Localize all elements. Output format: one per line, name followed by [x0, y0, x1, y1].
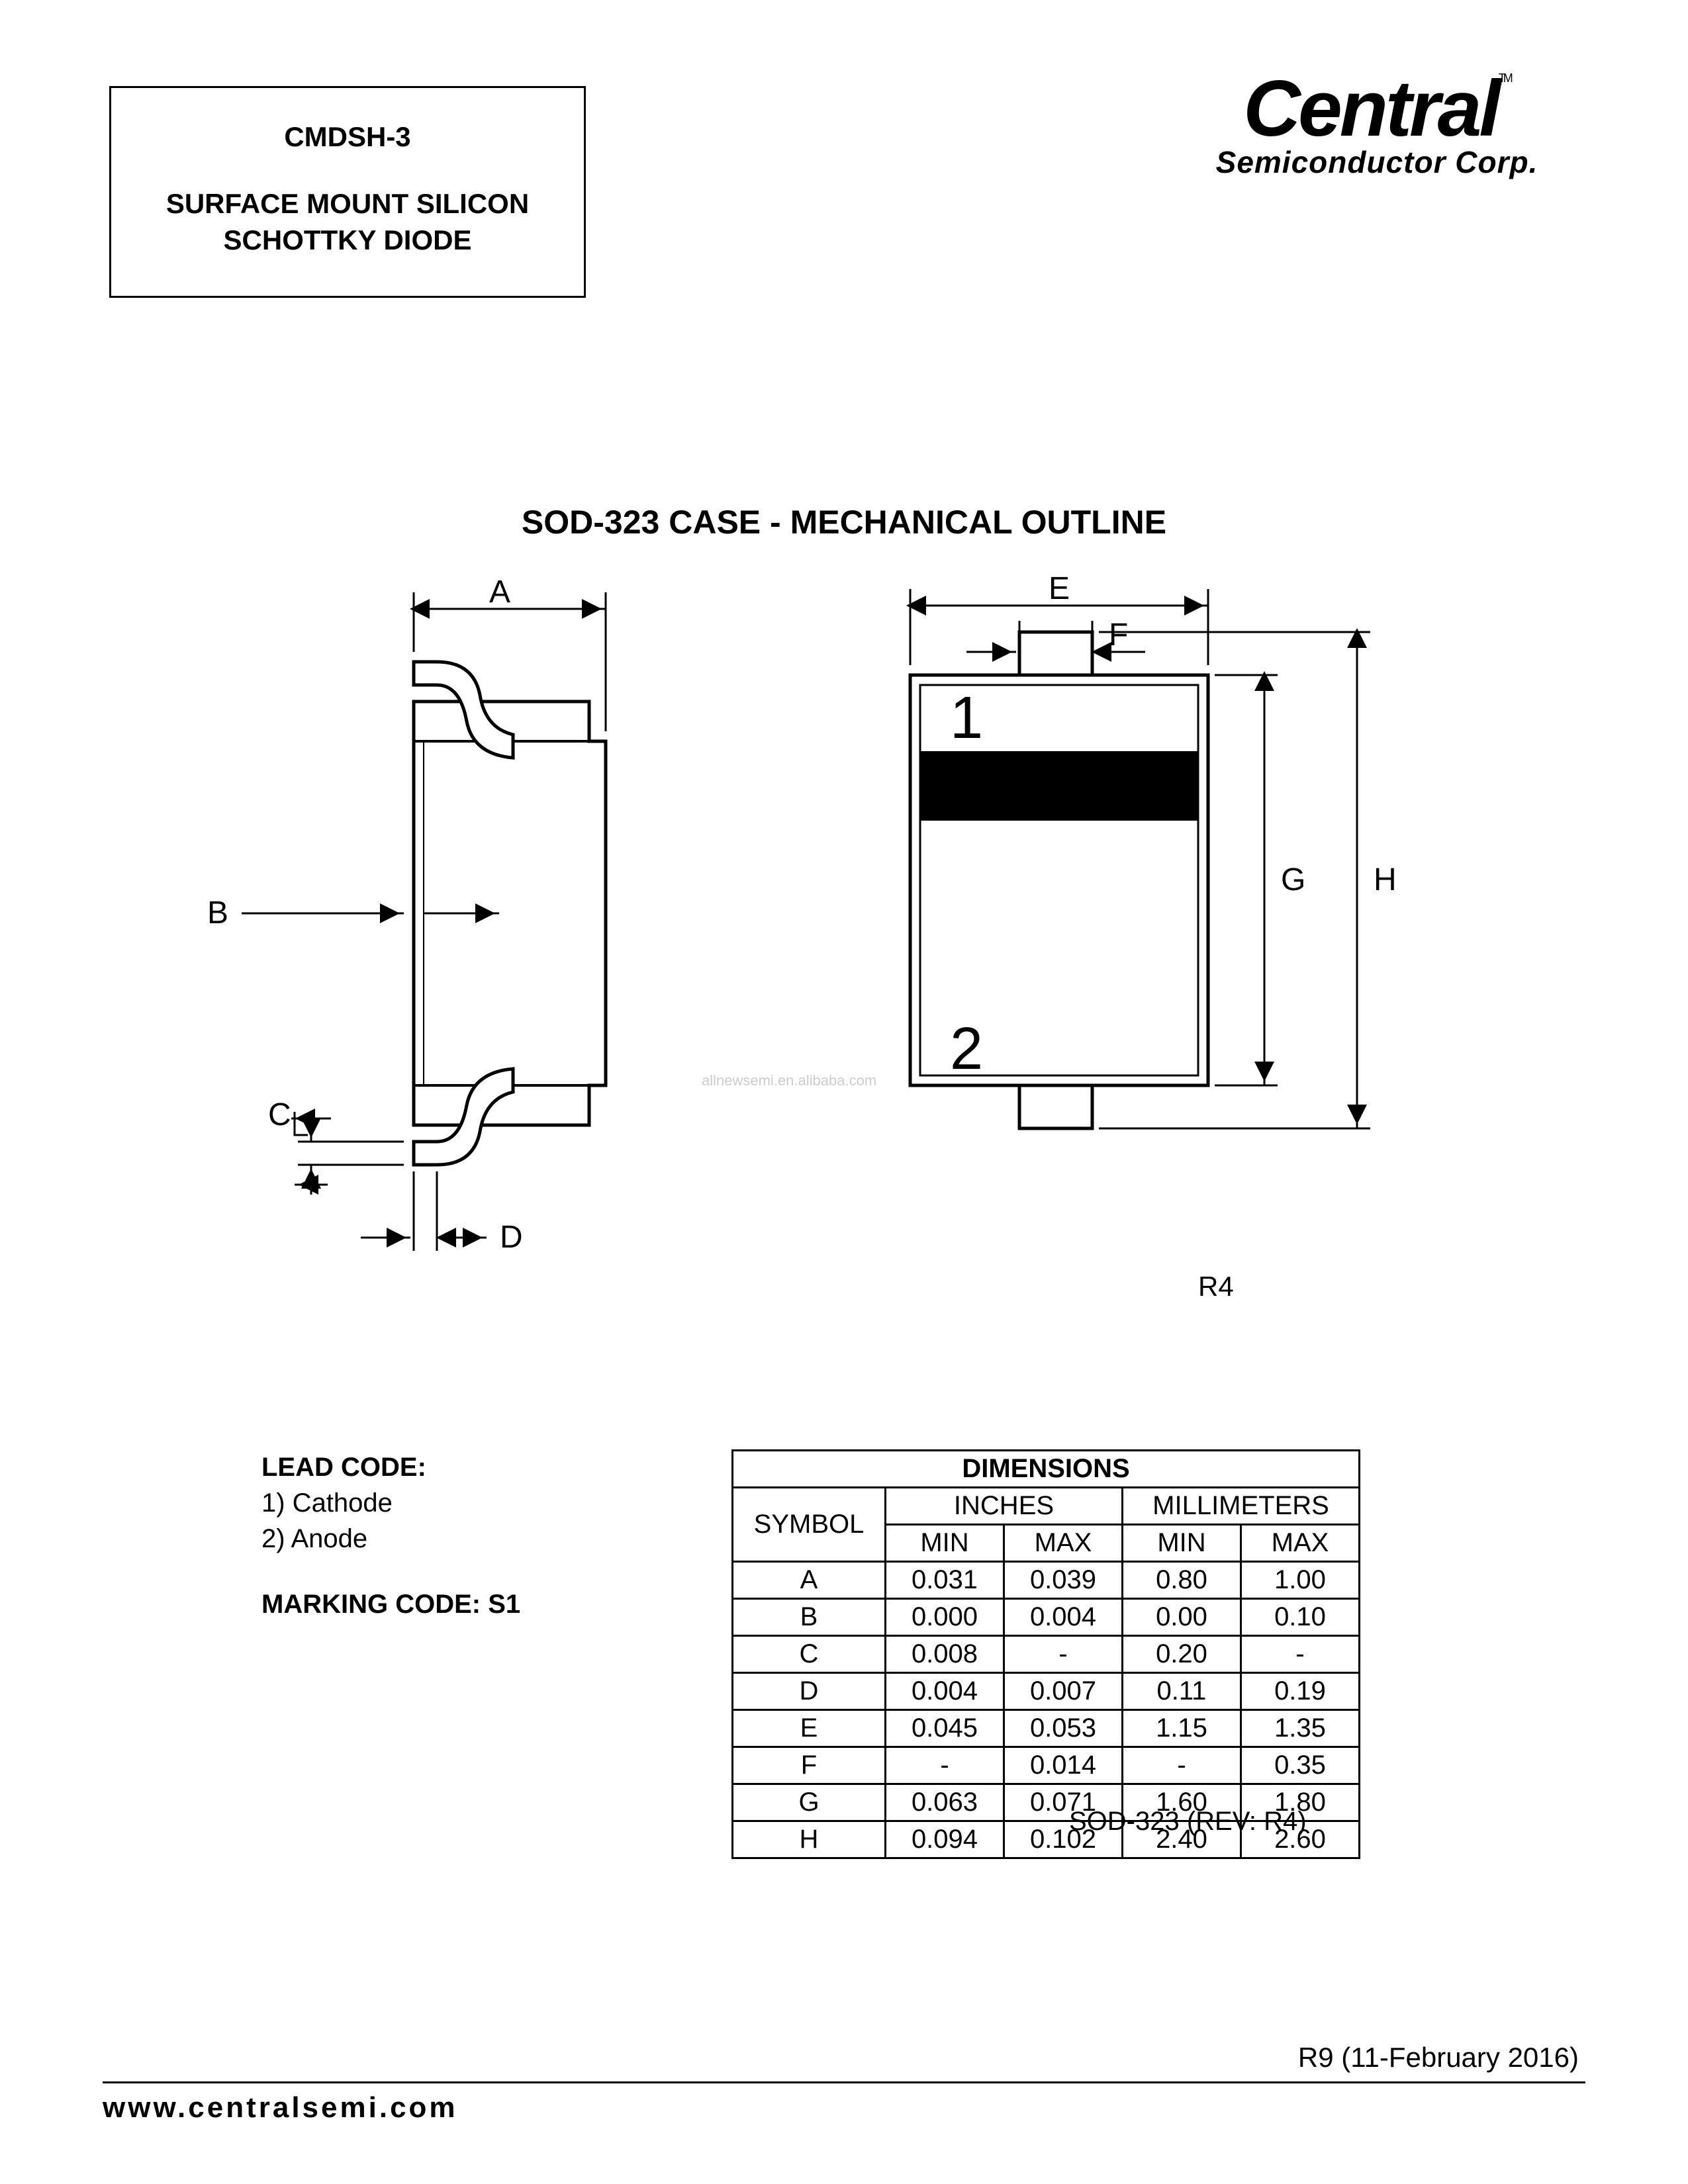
table-cell: - [886, 1747, 1004, 1784]
table-cell: 0.00 [1123, 1599, 1241, 1636]
description-line-2: SCHOTTKY DIODE [111, 222, 584, 259]
table-cell: - [1123, 1747, 1241, 1784]
table-cell: 0.80 [1123, 1562, 1241, 1599]
table-cell: D [733, 1673, 886, 1710]
table-cell: 0.008 [886, 1636, 1004, 1673]
dimensions-table: DIMENSIONS SYMBOL INCHES MILLIMETERS MIN… [731, 1449, 1360, 1859]
table-cell: 0.000 [886, 1599, 1004, 1636]
table-cell: 0.10 [1241, 1599, 1360, 1636]
table-cell: C [733, 1636, 886, 1673]
section-title: SOD-323 CASE - MECHANICAL OUTLINE [0, 503, 1688, 541]
logo-main-text: Central [1243, 64, 1498, 153]
marking-code: MARKING CODE: S1 [261, 1586, 520, 1622]
max-header-1: MAX [1004, 1525, 1123, 1562]
dim-label-G: G [1281, 862, 1305, 897]
table-cell: 0.004 [1004, 1599, 1123, 1636]
table-cell: 0.004 [886, 1673, 1004, 1710]
inches-header: INCHES [886, 1488, 1123, 1525]
table-cell: 0.063 [886, 1784, 1004, 1821]
dim-label-E: E [1049, 571, 1070, 606]
pin-1-label: 1 [950, 685, 983, 751]
table-cell: - [1241, 1636, 1360, 1673]
title-box: CMDSH-3 SURFACE MOUNT SILICON SCHOTTKY D… [109, 86, 586, 298]
company-logo: CentralTM Semiconductor Corp. [1172, 73, 1582, 180]
table-title: DIMENSIONS [733, 1451, 1360, 1488]
table-cell: 0.053 [1004, 1710, 1123, 1747]
table-cell: 1.00 [1241, 1562, 1360, 1599]
table-cell: E [733, 1710, 886, 1747]
table-cell: A [733, 1562, 886, 1599]
table-cell: 0.35 [1241, 1747, 1360, 1784]
symbol-header: SYMBOL [733, 1488, 886, 1562]
lead-code-block: LEAD CODE: 1) Cathode 2) Anode MARKING C… [261, 1449, 520, 1622]
footer-rule [103, 2081, 1585, 2083]
dim-label-F: F [1109, 617, 1128, 653]
table-cell: - [1004, 1636, 1123, 1673]
description-line-1: SURFACE MOUNT SILICON [111, 186, 584, 222]
table-cell: 0.11 [1123, 1673, 1241, 1710]
table-cell: H [733, 1821, 886, 1858]
pin-2-label: 2 [950, 1016, 983, 1082]
max-header-2: MAX [1241, 1525, 1360, 1562]
table-cell: 1.35 [1241, 1710, 1360, 1747]
table-cell: 0.20 [1123, 1636, 1241, 1673]
table-row: D0.0040.0070.110.19 [733, 1673, 1360, 1710]
table-cell: F [733, 1747, 886, 1784]
dim-label-B: B [207, 895, 228, 931]
table-cell: 0.045 [886, 1710, 1004, 1747]
lead-code-item-1: 1) Cathode [261, 1485, 520, 1521]
mm-header: MILLIMETERS [1123, 1488, 1360, 1525]
table-cell: 0.039 [1004, 1562, 1123, 1599]
dim-label-C: C [268, 1097, 291, 1132]
footer-revision: R9 (11-February 2016) [1298, 2042, 1579, 2073]
lead-code-item-2: 2) Anode [261, 1521, 520, 1557]
dim-label-D: D [500, 1220, 523, 1255]
part-number: CMDSH-3 [111, 121, 584, 153]
table-cell: B [733, 1599, 886, 1636]
mechanical-outline-diagram: A B C D 1 2 [199, 569, 1456, 1297]
table-cell: 0.014 [1004, 1747, 1123, 1784]
table-cell: 1.15 [1123, 1710, 1241, 1747]
dim-label-A: A [489, 574, 510, 610]
table-cell: 0.094 [886, 1821, 1004, 1858]
table-revision: SOD-323 (REV: R4) [1069, 1807, 1307, 1837]
lead-code-title: LEAD CODE: [261, 1449, 520, 1485]
table-row: E0.0450.0531.151.35 [733, 1710, 1360, 1747]
logo-tm: TM [1499, 71, 1511, 85]
table-row: B0.0000.0040.000.10 [733, 1599, 1360, 1636]
watermark: allnewsemi.en.alibaba.com [702, 1072, 876, 1089]
table-cell: G [733, 1784, 886, 1821]
table-cell: 0.031 [886, 1562, 1004, 1599]
min-header-2: MIN [1123, 1525, 1241, 1562]
footer-url: www.centralsemi.com [103, 2091, 458, 2124]
table-row: C0.008-0.20- [733, 1636, 1360, 1673]
logo-sub-text: Semiconductor Corp. [1172, 144, 1582, 180]
table-row: F-0.014-0.35 [733, 1747, 1360, 1784]
table-row: A0.0310.0390.801.00 [733, 1562, 1360, 1599]
diagram-revision: R4 [1198, 1271, 1234, 1302]
dim-label-H: H [1374, 862, 1397, 897]
min-header-1: MIN [886, 1525, 1004, 1562]
table-cell: 0.19 [1241, 1673, 1360, 1710]
table-cell: 0.007 [1004, 1673, 1123, 1710]
